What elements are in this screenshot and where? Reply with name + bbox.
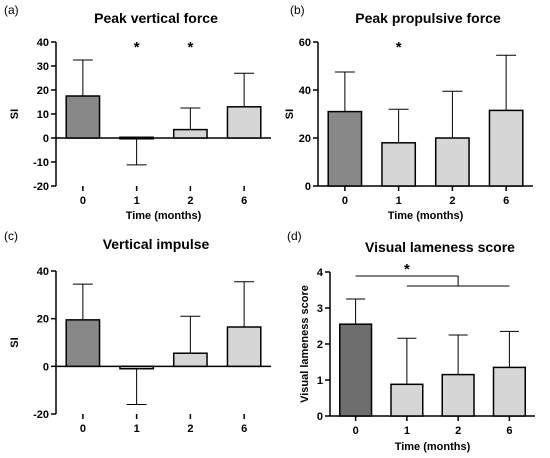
y-tick-label: 20 xyxy=(37,314,49,326)
y-tick-label: 10 xyxy=(37,109,49,121)
chart-panel-1: (a) Peak vertical force -20 -10 0 10 20 30 40 0 1 2… xyxy=(4,3,271,222)
y-axis-label: SI xyxy=(284,109,296,119)
chart-panel-2: (b) Peak propulsive force 0 20 40 60 0 1 2 6 * Time… xyxy=(284,3,533,222)
x-tick-label: 0 xyxy=(342,195,348,207)
bar-2 xyxy=(441,373,475,417)
x-tick-label: 6 xyxy=(241,423,247,435)
significance-star: * xyxy=(396,39,402,56)
y-tick-label: 0 xyxy=(43,361,49,373)
chart-title: Visual lameness score xyxy=(365,239,515,255)
y-tick-label: 20 xyxy=(37,85,49,97)
y-tick-label: -20 xyxy=(33,181,49,193)
x-axis-label: Time (months) xyxy=(126,210,202,222)
bar-6 xyxy=(226,106,262,139)
x-tick-label: 2 xyxy=(187,195,193,207)
chart-title: Vertical impulse xyxy=(103,236,210,252)
bar-2 xyxy=(172,352,208,368)
bar-2 xyxy=(172,128,208,139)
bar-0 xyxy=(65,95,101,139)
y-tick-label: 0 xyxy=(43,133,49,145)
y-tick-label: -10 xyxy=(33,157,49,169)
significance-star: * xyxy=(187,39,193,56)
x-tick-label: 1 xyxy=(396,195,402,207)
y-tick-label: 40 xyxy=(37,266,49,278)
bar-2 xyxy=(434,137,470,187)
x-axis-label: Time (months) xyxy=(395,441,471,453)
panel-label: (c) xyxy=(4,229,18,243)
x-tick-label: 1 xyxy=(404,425,410,437)
x-tick-label: 6 xyxy=(506,425,512,437)
chart-title: Peak vertical force xyxy=(94,10,218,26)
y-tick-label: 0 xyxy=(305,181,311,193)
y-axis-label: SI xyxy=(9,337,21,347)
y-tick-label: 4 xyxy=(317,267,324,279)
x-tick-label: 1 xyxy=(134,195,140,207)
significance-bracket: * xyxy=(355,261,510,287)
bar-1 xyxy=(119,365,155,370)
y-tick-label: 0 xyxy=(317,411,323,423)
chart-panel-4: (d) Visual lameness score 0 1 2 3 4 0 1 2 6 * Time (… xyxy=(287,229,535,453)
x-tick-label: 2 xyxy=(449,195,455,207)
x-tick-label: 2 xyxy=(187,423,193,435)
x-tick-label: 6 xyxy=(241,195,247,207)
y-tick-label: 60 xyxy=(299,37,311,49)
x-tick-label: 0 xyxy=(80,195,86,207)
y-tick-label: -20 xyxy=(33,409,49,421)
bar-6 xyxy=(226,326,262,368)
significance-star: * xyxy=(404,261,410,278)
y-tick-label: 40 xyxy=(37,37,49,49)
y-tick-label: 3 xyxy=(317,303,323,315)
x-tick-label: 1 xyxy=(134,423,140,435)
y-tick-label: 20 xyxy=(299,133,311,145)
x-tick-label: 2 xyxy=(455,425,461,437)
panel-label: (d) xyxy=(287,229,302,243)
panel-label: (a) xyxy=(4,3,19,17)
x-axis-label: Time (months) xyxy=(388,210,464,222)
y-tick-label: 40 xyxy=(299,85,311,97)
panel-label: (b) xyxy=(290,3,305,17)
bar-0 xyxy=(338,323,373,417)
bar-0 xyxy=(65,319,101,368)
chart-panel-3: (c) Vertical impulse -20 0 20 40 0 1 2 6 SI xyxy=(4,229,271,435)
y-tick-label: 2 xyxy=(317,339,323,351)
x-tick-label: 0 xyxy=(80,423,86,435)
bar-6 xyxy=(492,366,527,417)
bar-6 xyxy=(488,109,524,187)
y-axis-label: SI xyxy=(9,109,21,119)
bar-0 xyxy=(327,110,363,187)
significance-star: * xyxy=(134,39,140,56)
bar-1 xyxy=(381,142,417,187)
y-axis-label: Visual lameness score xyxy=(299,285,311,403)
bar-1 xyxy=(390,383,424,417)
x-tick-label: 6 xyxy=(503,195,509,207)
y-tick-label: 30 xyxy=(37,61,49,73)
x-tick-label: 0 xyxy=(353,425,359,437)
y-tick-label: 1 xyxy=(317,375,323,387)
chart-title: Peak propulsive force xyxy=(355,10,501,26)
